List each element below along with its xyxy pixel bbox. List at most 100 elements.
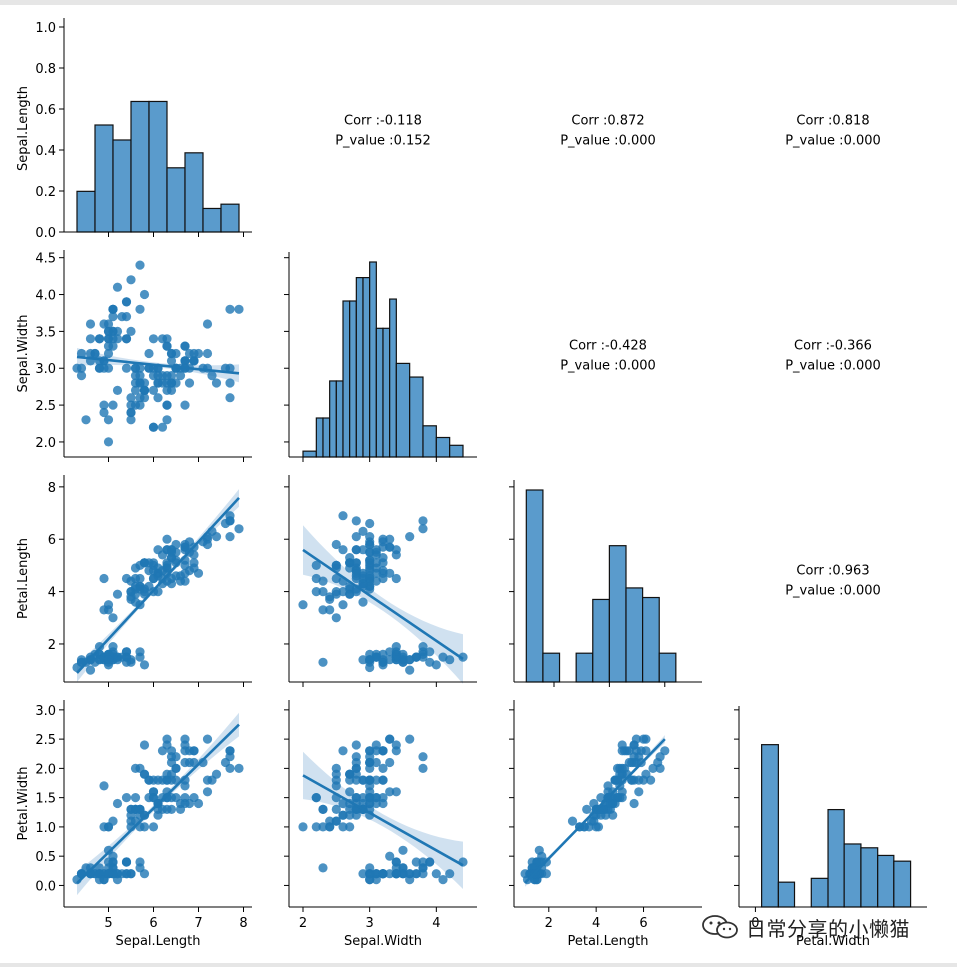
scatter-point [135,647,145,657]
scatter-point [234,304,244,314]
histogram-bar-Sepal.Length [76,190,96,233]
scatter-point [139,385,150,395]
scatter-point [99,407,109,418]
scatter-point [148,422,159,432]
scatter-point [345,822,355,832]
scatter-point [225,363,235,373]
scatter-point [103,363,114,373]
scatter-point [331,816,341,826]
y-tick-label: 0.5 [35,850,56,865]
scatter-point [385,542,395,552]
scatter-point [398,863,408,873]
scatter-point [358,775,368,785]
scatter-point [139,660,150,670]
scatter-point [378,763,388,774]
scatter-point [338,810,348,820]
scatter-point [311,822,321,832]
histogram-bar-Petal.Length [608,545,627,683]
corr-label: Corr :-0.366 [794,339,872,354]
scatter-point [431,869,441,879]
scatter-point [148,822,159,832]
x-axis-label-Petal.Length: Petal.Length [567,934,648,949]
scatter-point [126,594,136,605]
scatter-point [112,589,123,599]
histogram-bar-Sepal.Width [422,425,437,458]
scatter-point [157,422,168,432]
scatter-point [76,363,87,373]
scatter-point [351,793,361,803]
scatter-point [425,857,435,867]
scatter-point [318,863,328,873]
scatter-point [378,869,388,879]
scatter-point [345,804,355,815]
scatter-point [99,400,109,410]
scatter-point [162,415,172,425]
scatter-point [94,655,105,665]
scatter-point [338,822,348,832]
scatter-point [391,642,401,652]
scatter-point [103,415,114,425]
bottom-border [0,963,957,967]
scatter-point [655,763,665,774]
regression-line-Petal.Length-Petal.Width [524,738,666,884]
scatter-point [298,822,308,832]
scatter-point [135,363,145,373]
scatter-point [189,558,199,568]
scatter-point [108,642,118,652]
scatter-point [184,378,195,388]
scatter-point [157,746,168,756]
scatter-point [166,547,177,557]
y-tick-label: 2.0 [35,436,56,451]
p-value-label: P_value :0.000 [560,134,656,149]
scatter-point [162,560,172,571]
scatter-point [391,746,401,756]
scatter-point [398,649,408,660]
scatter-point [331,539,341,550]
scatter-point [166,348,177,359]
top-border [0,0,957,5]
scatter-point [126,326,136,336]
y-tick-label: 6 [48,533,56,548]
scatter-point [225,393,235,403]
scatter-point [139,289,150,300]
scatter-point [338,600,348,610]
scatter-point [634,787,644,797]
y-tick-label: 3.5 [35,325,56,340]
scatter-point [103,341,114,351]
scatter-point [338,545,348,555]
histogram-bar-Sepal.Width [315,417,324,458]
x-tick-label: 4 [432,916,440,931]
scatter-point [171,763,181,774]
histogram-bar-Sepal.Length [112,139,132,233]
histogram-bar-Sepal.Length [94,124,114,233]
scatter-point [202,787,213,797]
histogram-bar-Sepal.Width [449,444,464,458]
scatter-point [135,304,145,314]
scatter-point [103,326,114,336]
scatter-point [365,539,375,550]
scatter-point [144,363,154,373]
scatter-point [189,356,199,366]
histogram-bar-Petal.Length [658,652,677,683]
scatter-point [660,746,670,756]
scatter-point [225,516,235,526]
watermark-text: 日常分享的小懒猫 [746,916,910,941]
y-axis-label-Sepal.Width: Sepal.Width [16,315,31,393]
y-tick-label: 0.2 [35,185,56,200]
y-tick-label: 2 [48,638,56,653]
scatter-point [371,545,381,555]
scatter-point [76,371,87,381]
scatter-point [318,657,328,667]
scatter-point [225,304,235,314]
scatter-point [445,869,455,879]
scatter-point [418,857,428,867]
scatter-point [318,605,328,615]
y-tick-label: 8 [48,481,56,496]
scatter-point [418,869,428,879]
scatter-point [325,594,335,605]
scatter-point [385,734,395,744]
scatter-point [130,793,141,803]
scatter-point [162,400,172,410]
y-tick-label: 1.0 [35,821,56,836]
scatter-point [126,275,136,285]
